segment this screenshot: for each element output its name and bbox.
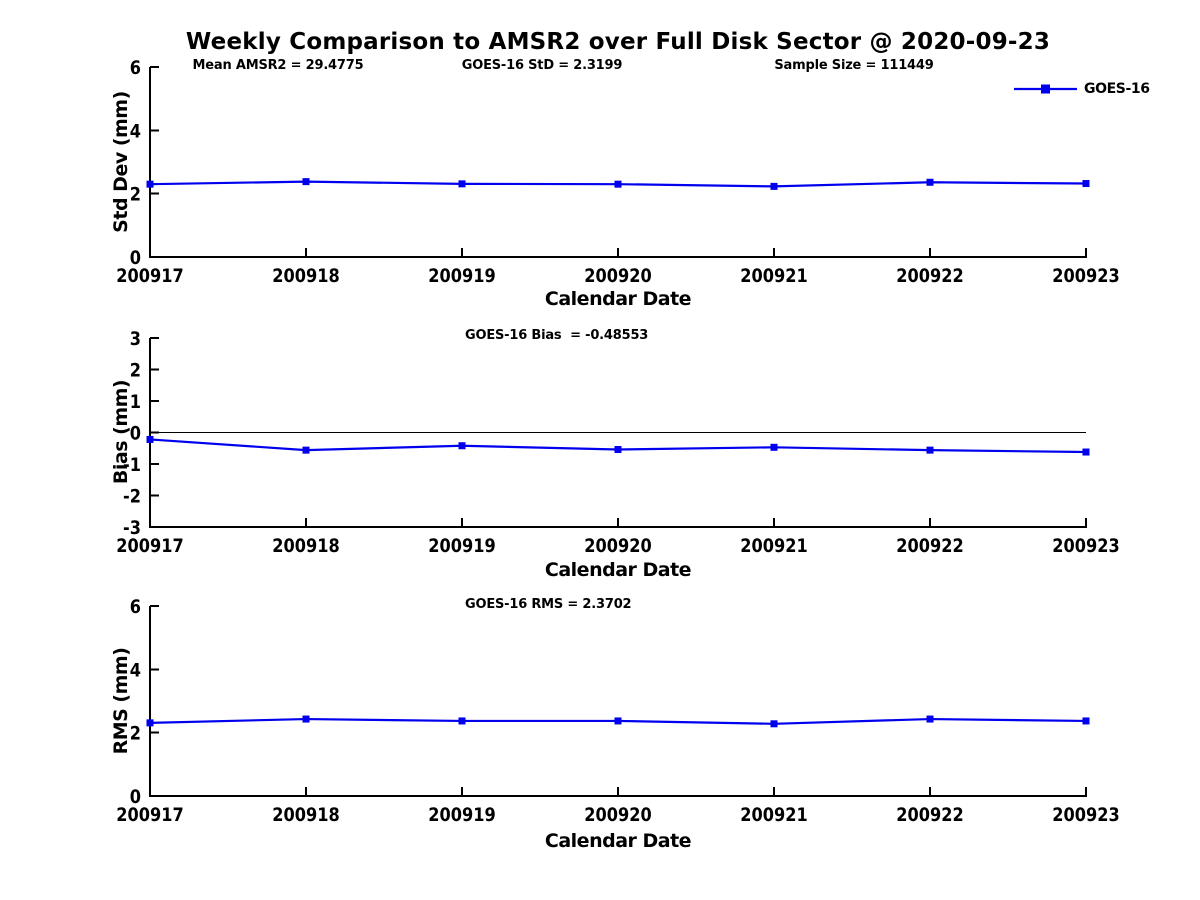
x-axis-label-panel2: Calendar Date [544,559,692,581]
data-point-marker [926,446,934,454]
legend-marker-square-icon [1041,84,1050,94]
chart-title: Weekly Comparison to AMSR2 over Full Dis… [185,29,1051,55]
data-point-marker [770,443,778,451]
x-tick-label: 200922 [896,805,963,827]
y-tick-label: 1 [130,392,141,414]
x-axis-label-panel1: Calendar Date [544,288,692,310]
y-tick-label: 2 [130,360,141,382]
data-point-marker [458,180,466,188]
data-point-marker [770,720,778,728]
data-point-marker [302,178,310,186]
data-point-marker [614,180,622,188]
data-point-marker [146,180,154,188]
data-point-marker [302,446,310,454]
annotation-sample-size: Sample Size = 111449 [774,58,934,73]
x-tick-label: 200921 [740,805,807,827]
y-tick-label: 0 [130,787,141,809]
y-tick-label: 2 [130,724,141,746]
x-tick-label: 200921 [740,266,807,288]
annotation-goes16-std: GOES-16 StD = 2.3199 [461,58,623,73]
x-tick-label: 200920 [584,536,651,558]
x-tick-label: 200919 [428,536,495,558]
y-tick-label: -2 [123,486,141,508]
data-point-marker [1082,717,1090,725]
x-tick-label: 200917 [116,805,183,827]
x-tick-label: 200918 [272,805,339,827]
x-tick-label: 200922 [896,536,963,558]
x-tick-label: 200921 [740,536,807,558]
x-tick-label: 200918 [272,266,339,288]
y-tick-label: 0 [130,248,141,270]
data-point-marker [926,715,934,723]
y-tick-label: 3 [130,329,141,351]
annotation-goes16-bias: GOES-16 Bias = -0.48553 [465,328,649,343]
x-tick-label: 200923 [1052,805,1119,827]
x-tick-label: 200919 [428,805,495,827]
data-point-marker [1082,180,1090,188]
data-point-marker [302,715,310,723]
y-tick-label: 0 [130,423,141,445]
subplot-rms: 0 2 4 6 200917 200918 200919 200920 200921 200922… [116,597,1119,827]
x-tick-label: 200923 [1052,266,1119,288]
data-point-marker [1082,448,1090,456]
data-point-marker [146,719,154,727]
y-tick-label: 4 [130,121,141,143]
y-axis-label-rms: RMS (mm) [110,647,132,755]
x-tick-label: 200922 [896,266,963,288]
data-point-marker [146,435,154,443]
data-point-marker [614,446,622,454]
x-tick-label: 200918 [272,536,339,558]
x-tick-label: 200920 [584,266,651,288]
y-tick-label: 4 [130,660,141,682]
y-tick-label: -1 [123,455,141,477]
x-tick-label: 200917 [116,536,183,558]
x-tick-label: 200920 [584,805,651,827]
annotation-mean-amsr2: Mean AMSR2 = 29.4775 [192,58,364,73]
legend-glyph [1014,84,1077,94]
x-tick-label: 200923 [1052,536,1119,558]
subplot-std-dev: 0 2 4 6 200917 200918 200919 200920 200921 200922… [116,58,1119,288]
y-tick-label: 2 [130,185,141,207]
y-tick-label: -3 [123,518,141,540]
x-axis-label-panel3: Calendar Date [544,830,692,852]
x-tick-label: 200917 [116,266,183,288]
data-point-marker [926,178,934,186]
y-axis-label-bias: Bias (mm) [110,379,132,485]
data-point-marker [458,717,466,725]
data-point-marker [458,442,466,450]
x-tick-label: 200919 [428,266,495,288]
data-point-marker [614,717,622,725]
annotation-goes16-rms: GOES-16 RMS = 2.3702 [465,597,632,612]
y-axis-label-std-dev: Std Dev (mm) [110,91,132,233]
y-tick-label: 6 [130,58,141,80]
y-tick-label: 6 [130,597,141,619]
legend-label: GOES-16 [1084,81,1150,97]
data-point-marker [770,182,778,190]
